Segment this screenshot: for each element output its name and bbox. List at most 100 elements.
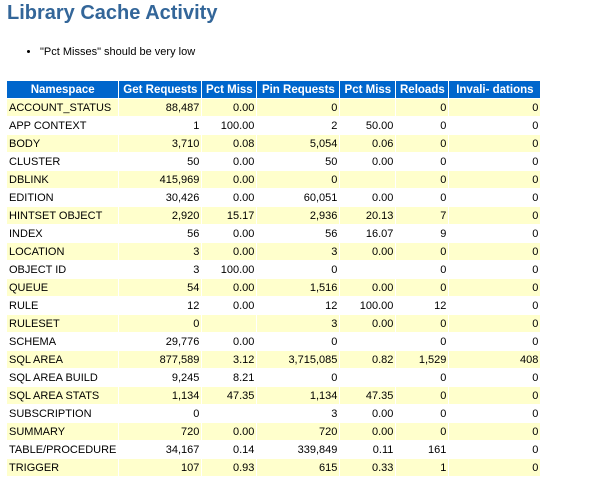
namespace-cell: ACCOUNT_STATUS (7, 99, 119, 116)
value-cell: 3 (257, 243, 340, 260)
value-cell: 3,710 (119, 135, 202, 152)
column-header: Reloads (396, 81, 449, 98)
table-row: APP CONTEXT 1 100.00 2 50.00 0 0 (7, 117, 540, 134)
value-cell: 0.00 (340, 243, 396, 260)
value-cell: 408 (449, 351, 541, 368)
value-cell: 54 (119, 279, 202, 296)
value-cell: 0.06 (340, 135, 396, 152)
value-cell: 0 (257, 171, 340, 188)
table-row: RULE 12 0.00 12 100.00 12 0 (7, 297, 540, 314)
table-row: SCHEMA 29,776 0.00 0 0 0 (7, 333, 540, 350)
value-cell: 0 (440, 407, 447, 420)
value-cell: 3 (331, 407, 338, 420)
value-cell: 0.00 (232, 155, 255, 168)
value-cell: 0.82 (340, 351, 396, 368)
value-cell: 0.08 (202, 135, 257, 152)
value-cell: 0 (532, 155, 539, 168)
namespace-cell: INDEX (9, 227, 43, 240)
value-cell: 0 (532, 407, 539, 420)
value-cell: 0 (449, 99, 541, 116)
value-cell: 50 (187, 155, 200, 168)
namespace-cell: EDITION (9, 191, 54, 204)
value-cell: 56 (325, 227, 338, 240)
value-cell: 3 (257, 315, 340, 332)
value-cell (340, 261, 395, 278)
table-row: CLUSTER 50 0.00 50 0.00 0 0 (7, 153, 540, 170)
table-row: SQL AREA STATS 1,134 47.35 1,134 47.35 0 0 (7, 387, 541, 404)
value-cell: 12 (187, 299, 200, 312)
value-cell: 1,134 (119, 387, 202, 404)
namespace-cell: SQL AREA BUILD (9, 371, 98, 384)
namespace-cell: RULESET (7, 315, 119, 332)
value-cell: 1 (396, 459, 449, 476)
namespace-cell: SCHEMA (9, 335, 57, 348)
value-cell: 339,849 (297, 443, 338, 456)
value-cell: 12 (325, 299, 338, 312)
value-cell: 0 (396, 243, 449, 260)
table-row: LOCATION 3 0.00 3 0.00 0 0 (7, 243, 541, 260)
value-cell: 56 (187, 227, 200, 240)
table-row: TABLE/PROCEDURE 34,167 0.14 339,849 0.11 161 0 (7, 441, 540, 458)
table-row: SUMMARY 720 0.00 720 0.00 0 0 (7, 423, 541, 440)
value-cell: 0 (449, 243, 541, 260)
value-cell: 2,936 (257, 207, 340, 224)
value-cell (202, 315, 257, 332)
value-cell: 1,529 (396, 351, 449, 368)
value-cell (340, 99, 396, 116)
value-cell: 3 (119, 243, 202, 260)
value-cell: 720 (257, 423, 340, 440)
value-cell: 9 (440, 227, 447, 240)
value-cell: 0 (449, 171, 541, 188)
value-cell: 0 (532, 227, 539, 240)
value-cell: 3,715,085 (257, 351, 340, 368)
value-cell (202, 405, 256, 422)
value-cell: 877,589 (119, 351, 202, 368)
namespace-cell: LOCATION (7, 243, 119, 260)
value-cell: 0.00 (202, 99, 257, 116)
table-row: BODY 3,710 0.08 5,054 0.06 0 0 (7, 135, 541, 152)
value-cell: 0.00 (340, 315, 396, 332)
value-cell: 0 (396, 135, 449, 152)
value-cell: 7 (396, 207, 449, 224)
value-cell: 0 (532, 335, 539, 348)
value-cell: 2,920 (119, 207, 202, 224)
namespace-cell: OBJECT ID (9, 263, 67, 276)
value-cell: 8.21 (232, 371, 255, 384)
value-cell: 1,516 (257, 279, 340, 296)
value-cell: 0.00 (340, 279, 396, 296)
namespace-cell: APP CONTEXT (9, 119, 87, 132)
column-header: Pct Miss (340, 81, 396, 98)
value-cell: 0 (449, 279, 541, 296)
namespace-cell: SQL AREA STATS (7, 387, 119, 404)
value-cell: 30,426 (165, 191, 200, 204)
value-cell: 0 (449, 135, 541, 152)
value-cell: 0 (331, 335, 338, 348)
value-cell: 20.13 (340, 207, 396, 224)
value-cell (340, 171, 396, 188)
value-cell: 0 (449, 315, 541, 332)
table-row: OBJECT ID 3 100.00 0 0 0 (7, 261, 540, 278)
value-cell: 5,054 (257, 135, 340, 152)
value-cell: 720 (119, 423, 202, 440)
value-cell: 0 (396, 315, 449, 332)
value-cell: 0.00 (340, 423, 396, 440)
value-cell: 0.14 (232, 443, 255, 456)
value-cell: 0 (532, 119, 539, 132)
value-cell: 47.35 (340, 387, 396, 404)
value-cell: 100.00 (359, 299, 394, 312)
value-cell: 0 (449, 207, 541, 224)
value-cell: 0 (396, 387, 449, 404)
value-cell: 0 (532, 371, 539, 384)
value-cell: 0.00 (371, 407, 394, 420)
value-cell: 1,134 (257, 387, 340, 404)
namespace-cell: TRIGGER (7, 459, 119, 476)
value-cell: 0 (449, 387, 541, 404)
value-cell: 0.00 (202, 243, 257, 260)
value-cell: 0 (440, 371, 447, 384)
value-cell: 0 (396, 99, 449, 116)
table-row: INDEX 56 0.00 56 16.07 9 0 (7, 225, 540, 242)
value-cell: 0 (440, 119, 447, 132)
value-cell: 9,245 (171, 371, 200, 384)
value-cell: 50.00 (365, 119, 394, 132)
header-row: Namespace Get Requests Pct Miss Pin Request… (7, 81, 541, 98)
